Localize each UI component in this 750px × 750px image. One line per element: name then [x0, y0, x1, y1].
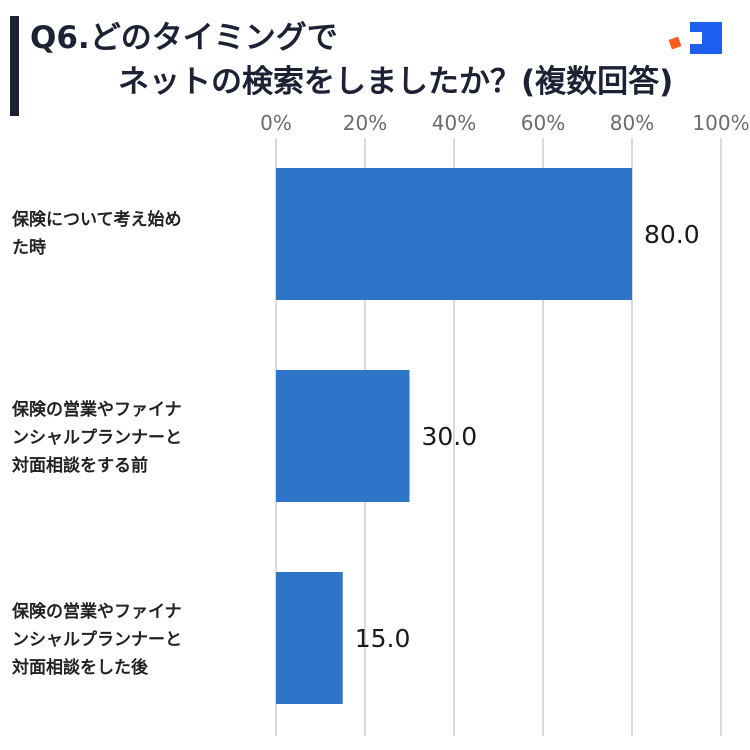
chart-title-line2: ネットの検索をしましたか？(複数回答): [118, 64, 674, 100]
data-label: 80.0: [644, 220, 700, 249]
category-label: 保険について考え始め た時: [12, 210, 182, 258]
logo-white-notch: [690, 32, 702, 44]
data-label: 30.0: [422, 422, 478, 451]
bar-1: [276, 168, 632, 300]
x-tick-label: 40%: [432, 111, 476, 135]
bar-2: [276, 370, 410, 502]
x-tick-label: 60%: [521, 111, 565, 135]
category-label: 保険の営業やファイナ ンシャルプランナーと 対面相談をする前: [12, 400, 182, 476]
x-tick-label: 100%: [692, 111, 749, 135]
x-tick-label: 80%: [610, 111, 654, 135]
category-label: 保険の営業やファイナ ンシャルプランナーと 対面相談をした後: [12, 602, 182, 678]
logo-orange-mark: [668, 36, 682, 50]
x-tick-label: 0%: [260, 111, 292, 135]
brand-logo-icon: [668, 22, 722, 54]
data-label: 15.0: [355, 624, 411, 653]
bar-3: [276, 572, 343, 704]
title-accent-bar: [10, 16, 19, 116]
chart-title-line1: Q6.どのタイミングで: [30, 20, 338, 56]
x-tick-label: 20%: [343, 111, 387, 135]
